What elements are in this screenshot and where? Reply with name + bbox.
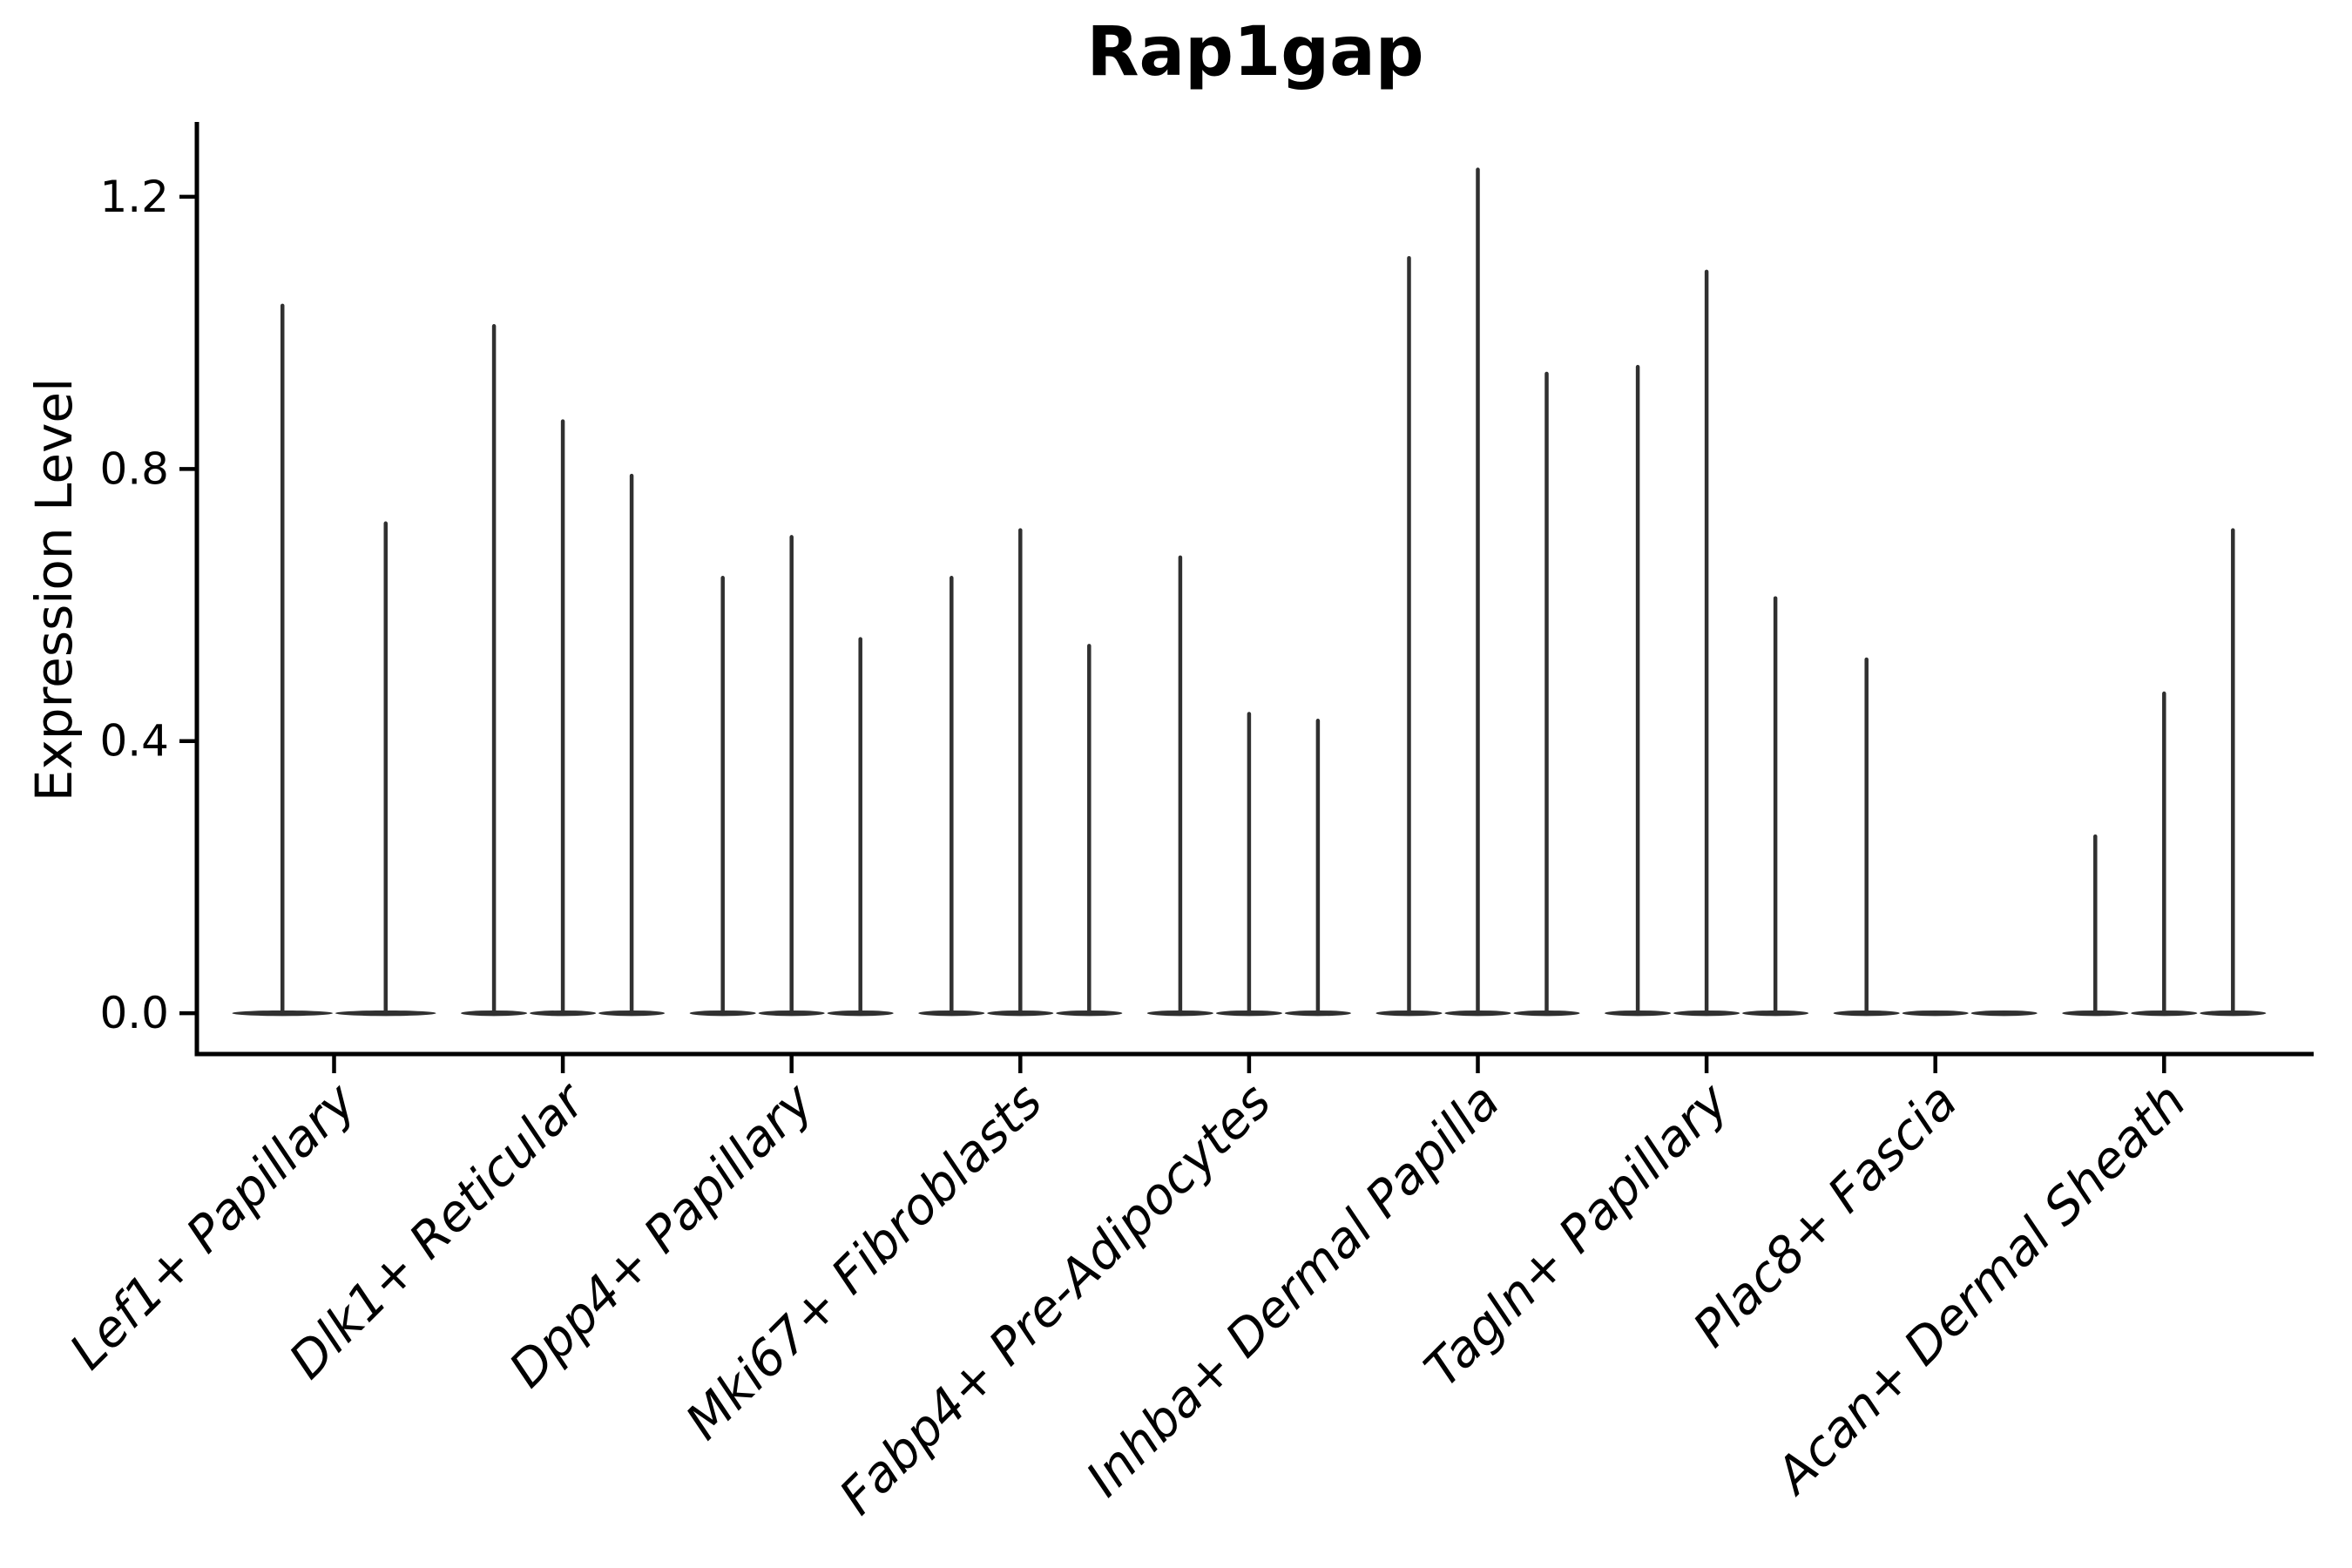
chart-title: Rap1gap — [1086, 13, 1424, 91]
x-tick-label: Fabp4+ Pre-Adipocytes — [828, 1072, 1281, 1525]
y-tick-label: 1.2 — [99, 172, 169, 222]
violin-body — [1970, 1010, 2038, 1017]
x-tick-label: Inhba+ Dermal Papilla — [1076, 1072, 1511, 1508]
y-tick-label: 0.8 — [99, 443, 169, 494]
violin-body — [1902, 1010, 1969, 1017]
y-tick-label: 0.0 — [99, 988, 169, 1038]
y-tick-label: 0.4 — [99, 716, 169, 767]
x-tick-label: Acan+ Dermal Sheath — [1763, 1072, 2197, 1506]
